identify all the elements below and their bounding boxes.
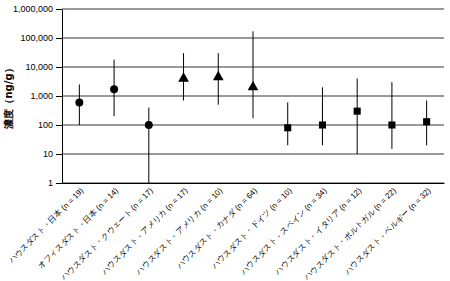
y-tick-mark <box>56 96 62 97</box>
marker <box>145 121 153 129</box>
y-tick-label: 1 <box>48 178 53 188</box>
marks <box>75 31 430 183</box>
series <box>284 79 430 154</box>
y-axis-line <box>62 10 63 184</box>
error-bar <box>322 87 323 145</box>
grid-line <box>62 125 444 126</box>
y-tick-mark <box>56 38 62 39</box>
marker <box>319 121 326 128</box>
error-bar <box>253 31 254 118</box>
x-tick-label: ハウスダスト・ベルギー (n = 32) <box>342 186 433 277</box>
y-tick-label: 10,000 <box>25 62 53 72</box>
error-bar <box>148 108 149 183</box>
x-axis-line <box>63 183 445 184</box>
marker <box>248 81 259 90</box>
chart: 1 10 100 1,000 10,000 100,000 1,000,000 ハウスダスト・… <box>0 0 450 281</box>
y-tick: 10,000 <box>25 62 62 72</box>
y-tick-label: 100,000 <box>20 33 53 43</box>
y-tick-mark <box>56 154 62 155</box>
y-tick-label: 10 <box>43 149 53 159</box>
grid-line <box>62 183 444 184</box>
y-tick-mark <box>56 9 62 10</box>
x-axis: ハウスダスト・日本 (n = 19)オフィスダスト・日本 (n = 14)ハウス… <box>6 183 444 281</box>
marker <box>213 71 224 80</box>
y-tick: 100 <box>38 120 62 130</box>
marker <box>178 72 189 81</box>
marker <box>354 108 361 115</box>
y-tick-mark <box>56 67 62 68</box>
plot: 1 10 100 1,000 10,000 100,000 1,000,000 ハウスダスト・… <box>6 4 444 281</box>
y-axis-title: 濃度（ng/g） <box>3 63 14 129</box>
y-tick-label: 1,000,000 <box>13 4 53 14</box>
marker <box>423 118 430 125</box>
error-bar <box>287 102 288 145</box>
y-tick: 1,000 <box>30 91 62 101</box>
y-tick-mark <box>56 183 62 184</box>
y-tick: 1 <box>48 178 62 188</box>
grid <box>62 9 444 183</box>
y-tick-mark <box>56 125 62 126</box>
error-bar <box>357 79 358 154</box>
marker <box>75 98 83 106</box>
series <box>75 60 152 183</box>
error-bar <box>391 82 392 149</box>
marker <box>284 124 291 131</box>
marker <box>388 121 395 128</box>
marker <box>110 85 118 93</box>
y-tick-label: 100 <box>38 120 53 130</box>
grid-line <box>62 9 444 10</box>
y-axis: 1 10 100 1,000 10,000 100,000 1,000,000 <box>13 4 63 188</box>
grid-line <box>62 154 444 155</box>
y-tick-label: 1,000 <box>30 91 53 101</box>
y-tick: 1,000,000 <box>13 4 62 14</box>
x-tick: ハウスダスト・ベルギー (n = 32) <box>342 183 433 277</box>
series <box>178 31 258 118</box>
y-tick: 100,000 <box>20 33 62 43</box>
y-tick: 10 <box>43 149 62 159</box>
